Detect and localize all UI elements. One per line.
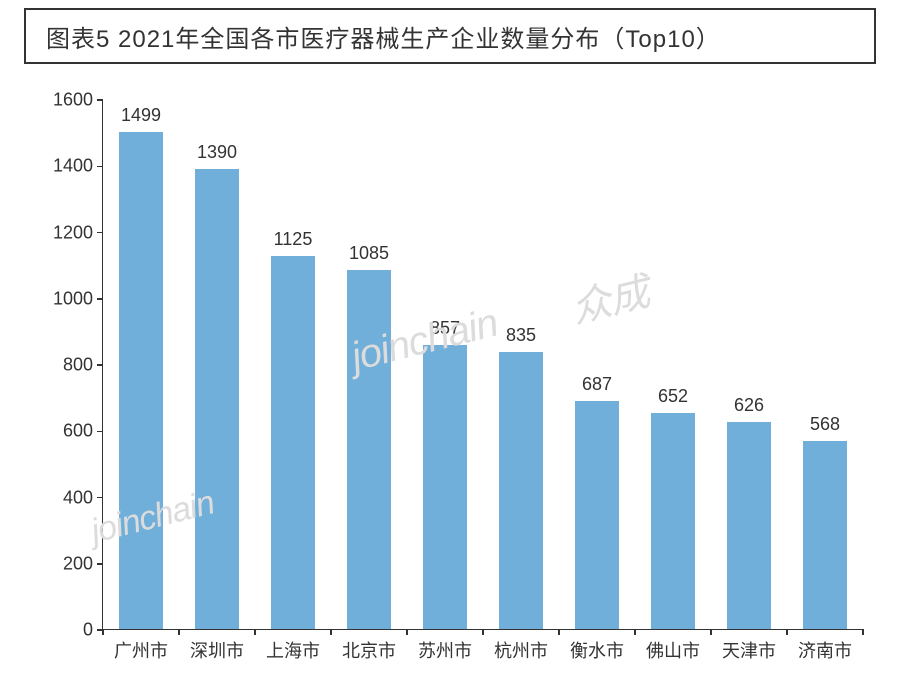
bar: 1085	[347, 270, 391, 629]
y-tick-mark	[97, 431, 103, 433]
bar-value-label: 568	[810, 414, 840, 441]
x-tick-mark	[786, 629, 788, 635]
chart-title-bar: 图表5 2021年全国各市医疗器械生产企业数量分布（Top10）	[24, 8, 876, 64]
bar-value-label: 1125	[274, 229, 313, 256]
bar-value-label: 1499	[121, 105, 161, 132]
bar-value-label: 1390	[197, 142, 237, 169]
y-tick-label: 1000	[53, 288, 103, 309]
bar: 1125	[271, 256, 315, 629]
bar-value-label: 626	[734, 395, 764, 422]
bar: 835	[499, 352, 543, 629]
bar-value-label: 687	[582, 374, 612, 401]
bar-value-label: 835	[506, 325, 536, 352]
x-category-label: 苏州市	[418, 629, 472, 663]
bar-value-label: 1085	[349, 243, 389, 270]
y-tick-mark	[97, 99, 103, 101]
x-tick-mark	[406, 629, 408, 635]
y-tick-mark	[97, 563, 103, 565]
x-tick-mark	[178, 629, 180, 635]
y-tick-label: 1600	[53, 90, 103, 111]
x-tick-mark	[330, 629, 332, 635]
x-category-label: 深圳市	[190, 629, 244, 663]
bar: 857	[423, 345, 467, 629]
bar: 1390	[195, 169, 239, 629]
x-category-label: 上海市	[266, 629, 320, 663]
x-tick-mark	[482, 629, 484, 635]
x-tick-mark	[710, 629, 712, 635]
x-tick-mark	[102, 629, 104, 635]
x-category-label: 济南市	[798, 629, 852, 663]
y-tick-mark	[97, 364, 103, 366]
y-tick-mark	[97, 298, 103, 300]
plot-region: 020040060080010001200140016001499广州市1390…	[102, 100, 862, 630]
bar-value-label: 652	[658, 386, 688, 413]
y-tick-label: 1200	[53, 222, 103, 243]
x-category-label: 天津市	[722, 629, 776, 663]
x-category-label: 北京市	[342, 629, 396, 663]
x-tick-mark	[634, 629, 636, 635]
bar-value-label: 857	[430, 318, 460, 345]
x-tick-mark	[254, 629, 256, 635]
x-category-label: 广州市	[114, 629, 168, 663]
chart-title: 图表5 2021年全国各市医疗器械生产企业数量分布（Top10）	[46, 19, 721, 54]
x-tick-mark	[862, 629, 864, 635]
x-category-label: 杭州市	[494, 629, 548, 663]
bar: 626	[727, 422, 771, 629]
y-tick-mark	[97, 232, 103, 234]
y-tick-mark	[97, 166, 103, 168]
bar: 568	[803, 441, 847, 629]
x-category-label: 佛山市	[646, 629, 700, 663]
chart-area: 020040060080010001200140016001499广州市1390…	[48, 90, 868, 660]
x-category-label: 衡水市	[570, 629, 624, 663]
y-tick-mark	[97, 497, 103, 499]
bar: 652	[651, 413, 695, 629]
bar: 687	[575, 401, 619, 629]
x-tick-mark	[558, 629, 560, 635]
y-tick-label: 1400	[53, 156, 103, 177]
bar: 1499	[119, 132, 163, 629]
